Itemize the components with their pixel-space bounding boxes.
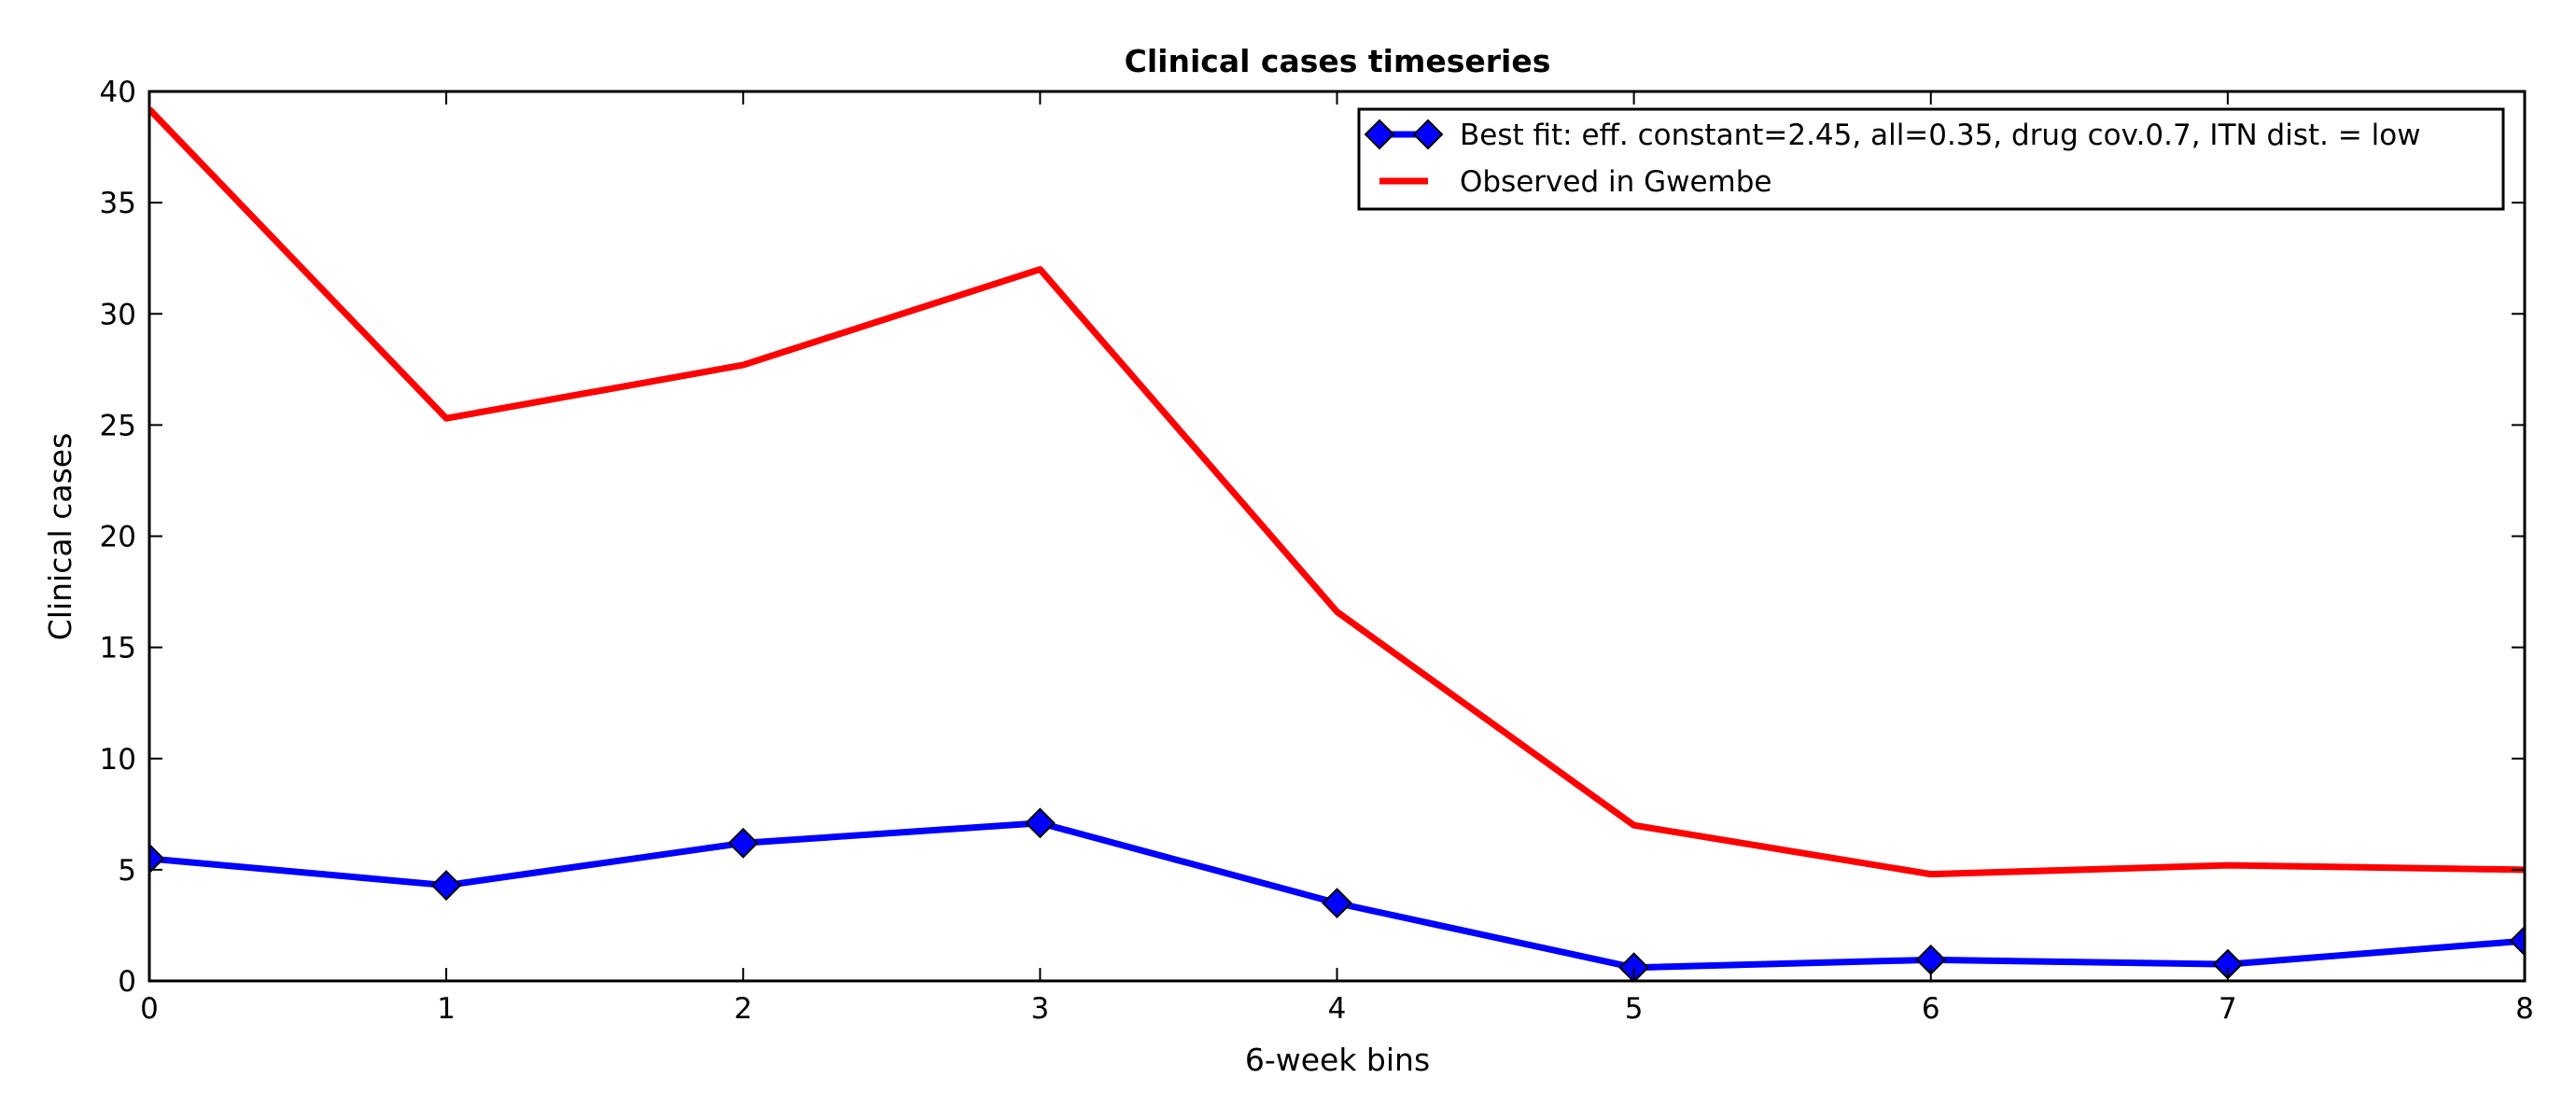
data-point	[727, 827, 759, 859]
x-axis-label: 6-week bins	[1245, 1042, 1430, 1078]
x-tick-label: 1	[437, 992, 455, 1026]
x-tick-label: 2	[734, 992, 752, 1026]
y-tick-label: 25	[100, 409, 136, 442]
series-line-1	[149, 106, 2525, 878]
y-tick-label: 30	[100, 298, 136, 331]
y-tick-label: 10	[100, 743, 136, 777]
x-tick-label: 3	[1031, 992, 1050, 1026]
plot-frame	[147, 90, 2527, 983]
legend-marker	[1412, 119, 1444, 150]
legend: Best fit: eff. constant=2.45, all=0.35, …	[1357, 107, 2505, 211]
y-axis-label: Clinical cases	[42, 433, 78, 641]
chart-title: Clinical cases timeseries	[1125, 43, 1551, 79]
data-point	[149, 843, 165, 875]
y-tick-label: 15	[100, 632, 136, 665]
plot-area	[149, 106, 2525, 981]
y-tick-label: 20	[100, 521, 136, 554]
x-tick-label: 7	[2219, 992, 2237, 1026]
legend-box	[1357, 107, 2505, 211]
y-tick-label: 5	[118, 854, 136, 888]
x-tick-label: 0	[140, 992, 159, 1026]
data-point	[1322, 888, 1352, 919]
series-group	[149, 106, 2525, 981]
axis-ticks: 0 1 2 3 4 5 6 7 8 0 5 10 15 20 25 30 35 40	[100, 76, 2534, 1026]
legend-marker	[1364, 119, 1395, 150]
data-point	[430, 870, 462, 901]
data-point	[1024, 807, 1056, 839]
legend-label-0: Best fit: eff. constant=2.45, all=0.35, …	[1460, 119, 2421, 152]
y-tick-label: 40	[100, 76, 136, 109]
x-tick-label: 4	[1328, 992, 1347, 1026]
x-tick-label: 6	[1922, 992, 1940, 1026]
data-point	[1618, 952, 1650, 981]
x-tick-label: 5	[1625, 992, 1644, 1026]
y-tick-label: 0	[118, 965, 136, 999]
y-tick-label: 35	[100, 187, 136, 220]
legend-label-1: Observed in Gwembe	[1460, 165, 1772, 199]
data-point	[2509, 925, 2525, 957]
x-tick-label: 8	[2515, 992, 2534, 1026]
